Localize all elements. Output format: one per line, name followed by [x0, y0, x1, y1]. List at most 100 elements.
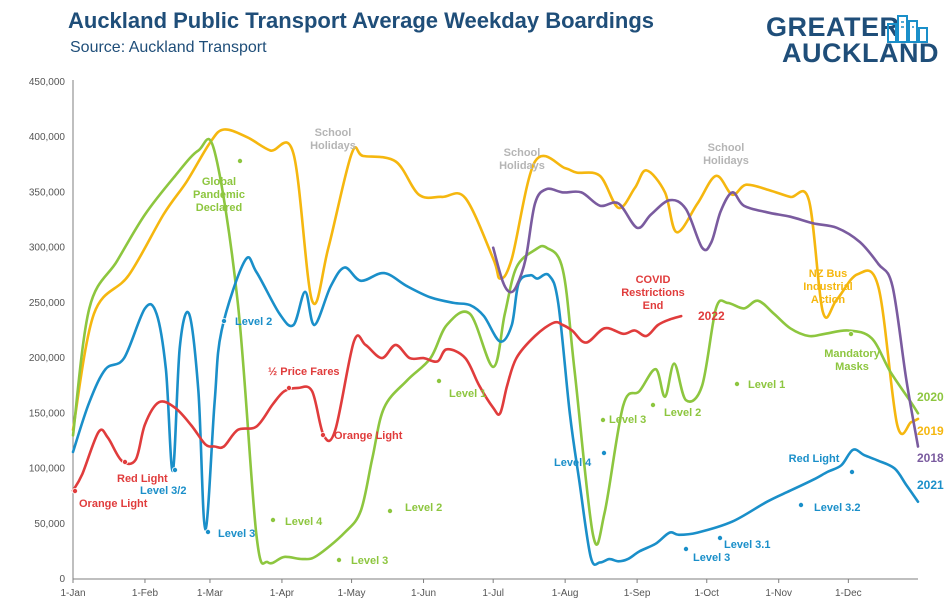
x-tick-label: 1-Aug	[552, 588, 579, 599]
x-tick-label: 1-Nov	[765, 588, 792, 599]
x-tick-label: 1-Jan	[60, 588, 85, 599]
event-annotation: NZ Bus Industrial Action	[803, 268, 853, 306]
x-tick-label: 1-Jul	[482, 588, 504, 599]
event-annotation: Level 4	[285, 516, 323, 528]
event-annotation-line: Level 3/2	[140, 485, 186, 497]
event-annotation: Global Pandemic Declared	[193, 176, 245, 214]
series-label-2018: 2018	[917, 451, 944, 465]
y-tick-label: 200,000	[29, 353, 66, 364]
event-marker	[600, 416, 607, 423]
event-annotation-line: Red Light	[117, 473, 168, 485]
series-line-2020	[71, 137, 920, 565]
event-annotation-line: Level 3	[609, 414, 646, 426]
event-annotation: Mandatory Masks	[824, 348, 881, 373]
event-marker	[601, 449, 608, 456]
event-annotation: Level 2	[405, 502, 442, 514]
event-marker	[386, 507, 393, 514]
event-annotation: Orange Light	[334, 430, 403, 442]
event-marker	[204, 529, 211, 536]
event-annotation: Level 3	[351, 555, 388, 567]
event-annotation: Level 3.2	[814, 502, 860, 514]
event-annotation: Level 1	[748, 379, 785, 391]
series-label-2019: 2019	[917, 424, 944, 438]
event-annotation-line: NZ Bus	[809, 268, 848, 280]
event-annotation: Level 2	[664, 407, 701, 419]
event-annotation-line: Industrial	[803, 281, 853, 293]
event-marker	[285, 384, 292, 391]
event-marker	[734, 380, 741, 387]
event-annotation-line: Level 3.2	[814, 502, 860, 514]
y-tick-label: 50,000	[34, 519, 65, 530]
event-marker	[717, 535, 724, 542]
event-marker	[171, 466, 178, 473]
event-annotation: Level 2	[235, 316, 272, 328]
event-annotation-line: Level 1	[748, 379, 785, 391]
x-tick-label: 1-Apr	[270, 588, 295, 599]
y-tick-label: 150,000	[29, 408, 66, 419]
event-annotation-line: COVID	[636, 274, 671, 286]
event-annotation: School Holidays	[310, 127, 356, 152]
y-tick-label: 350,000	[29, 187, 66, 198]
event-annotation-line: School	[708, 142, 745, 154]
series-label-2022: 2022	[698, 309, 725, 323]
event-annotation: Level 3/2	[140, 485, 186, 497]
event-marker	[435, 377, 442, 384]
event-marker	[220, 317, 227, 324]
series-line-2021	[71, 255, 920, 567]
event-annotation: Red Light	[789, 453, 840, 465]
event-annotation-line: Pandemic	[193, 189, 245, 201]
y-tick-label: 400,000	[29, 132, 66, 143]
series-line-2018	[491, 187, 920, 448]
x-tick-label: 1-May	[338, 588, 366, 599]
y-tick-label: 450,000	[29, 77, 66, 88]
event-annotation-line: Orange Light	[79, 498, 148, 510]
y-tick-label: 300,000	[29, 243, 66, 254]
event-annotation: Level 3.1	[724, 539, 770, 551]
event-annotation: School Holidays	[499, 147, 545, 172]
event-annotation-line: Level 1	[449, 388, 486, 400]
event-marker	[72, 487, 79, 494]
event-annotation-line: Holidays	[310, 140, 356, 152]
x-tick-label: 1-Oct	[695, 588, 720, 599]
event-annotation: School Holidays	[703, 142, 749, 167]
event-annotation-line: Action	[811, 294, 846, 306]
event-annotation-line: Red Light	[789, 453, 840, 465]
event-annotation-line: Restrictions	[621, 287, 685, 299]
event-marker	[122, 458, 129, 465]
event-annotation: Orange Light	[79, 498, 148, 510]
event-annotation: Level 3	[609, 414, 646, 426]
event-annotation-line: End	[643, 300, 664, 312]
event-marker	[319, 431, 326, 438]
event-marker	[335, 557, 342, 564]
chart-subtitle: Source: Auckland Transport	[70, 39, 267, 56]
series-line-2022	[71, 314, 683, 492]
event-marker	[650, 401, 657, 408]
chart-title: Auckland Public Transport Average Weekda…	[68, 8, 655, 33]
event-annotation: Red Light	[117, 473, 168, 485]
event-marker	[683, 546, 690, 553]
event-annotation-line: Declared	[196, 202, 242, 214]
event-annotation: Level 3	[218, 528, 255, 540]
event-annotation-line: Level 2	[405, 502, 442, 514]
event-annotation-line: Level 3	[693, 552, 730, 564]
event-marker	[798, 501, 805, 508]
y-tick-label: 100,000	[29, 464, 66, 475]
y-tick-label: 250,000	[29, 298, 66, 309]
series-label-2021: 2021	[917, 478, 944, 492]
series-label-2020: 2020	[917, 390, 944, 404]
event-annotation-line: ½ Price Fares	[268, 366, 340, 378]
event-annotation-line: School	[315, 127, 352, 139]
x-tick-label: 1-Sep	[624, 588, 651, 599]
event-annotation: Level 1	[449, 388, 486, 400]
event-annotation: COVID Restrictions End	[621, 274, 685, 312]
event-marker	[849, 468, 856, 475]
logo-word-auckland: AUCKLAND	[782, 38, 939, 68]
event-annotation-line: Orange Light	[334, 430, 403, 442]
event-annotation-line: Global	[202, 176, 236, 188]
x-tick-label: 1-Jun	[411, 588, 436, 599]
event-annotation-line: Level 2	[235, 316, 272, 328]
event-annotation-line: Level 4	[554, 457, 592, 469]
city-skyline-icon	[887, 15, 928, 43]
series-line-2019	[71, 128, 920, 436]
